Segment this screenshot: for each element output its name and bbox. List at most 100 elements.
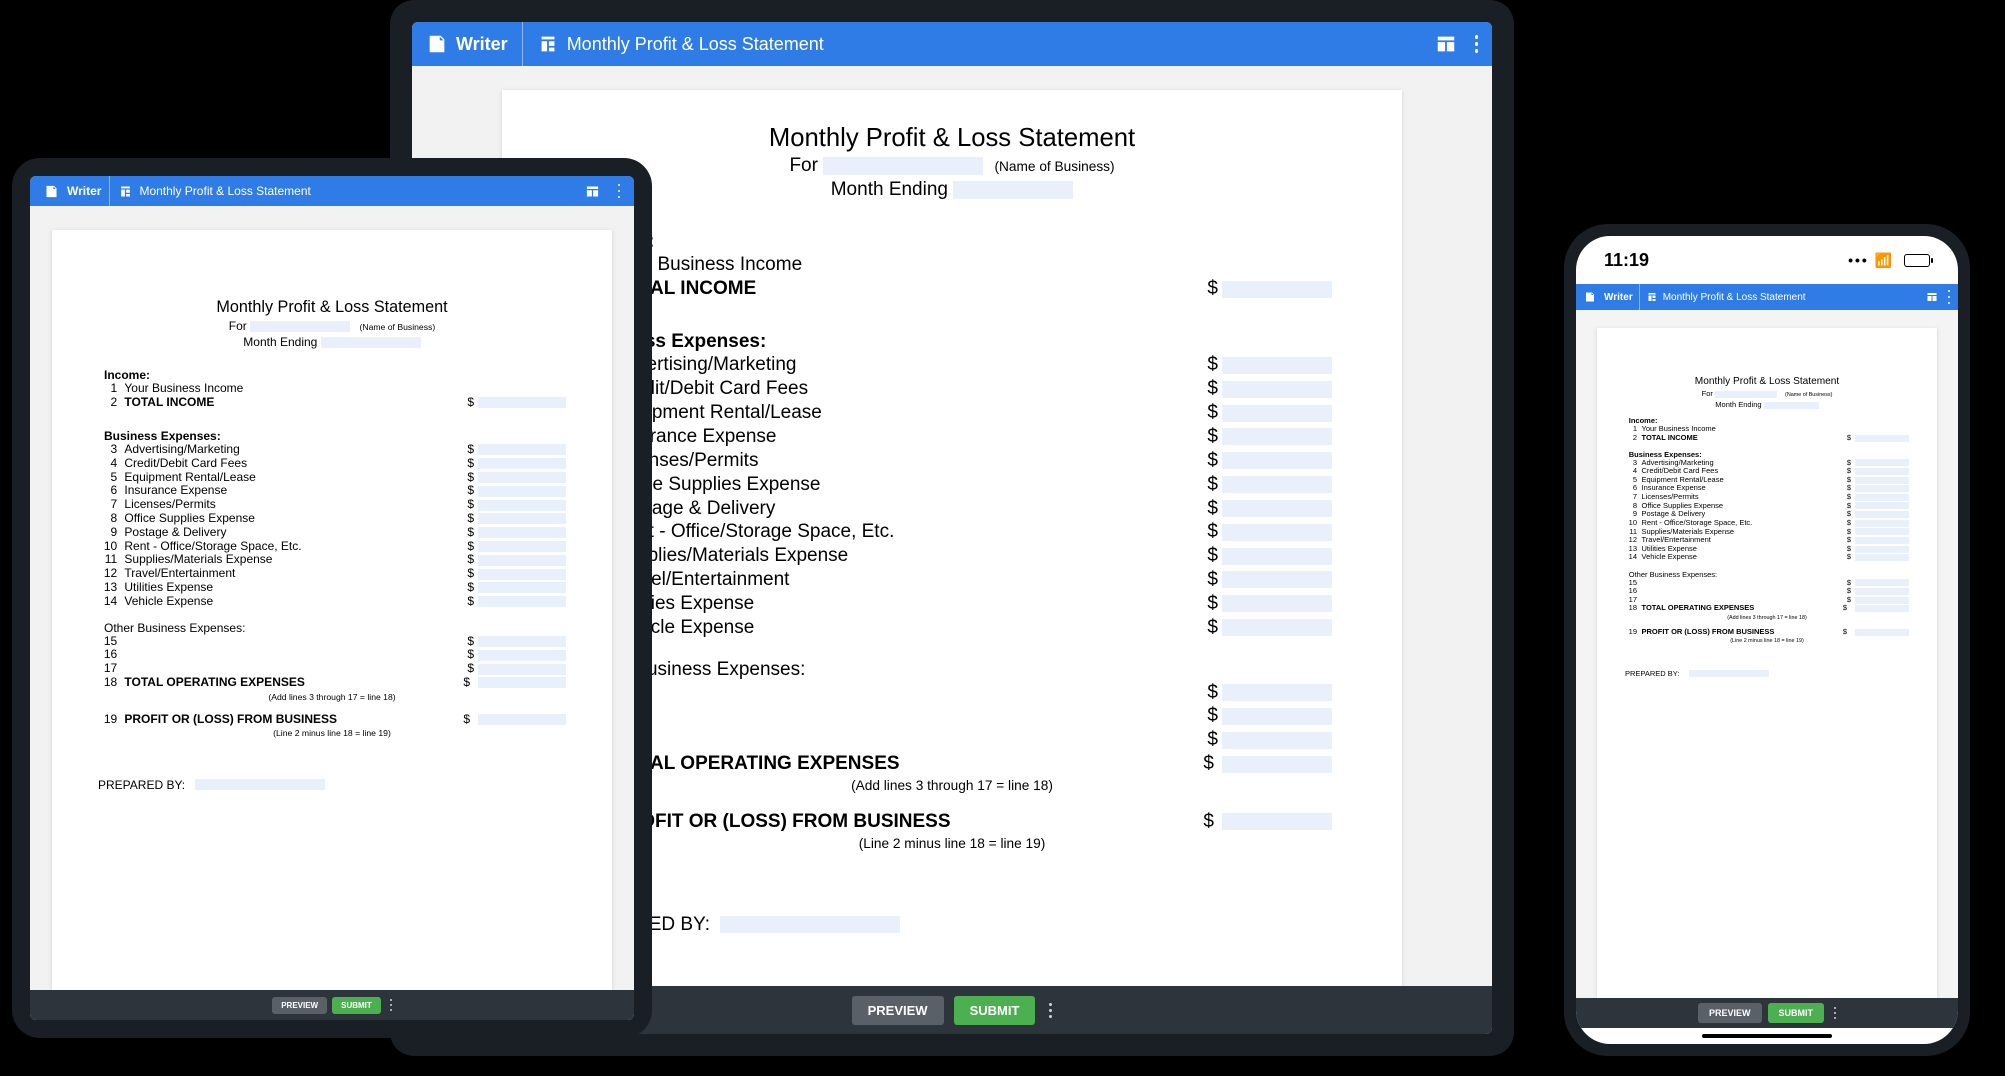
line-label: Your Business Income <box>614 254 1332 276</box>
amount-field[interactable] <box>1855 546 1909 553</box>
amount-field[interactable] <box>1855 520 1909 527</box>
business-name-field[interactable] <box>1715 391 1777 398</box>
month-ending-field[interactable] <box>1764 402 1819 409</box>
amount-field[interactable] <box>478 582 566 593</box>
amount-field[interactable] <box>1855 597 1909 604</box>
amount-field[interactable] <box>1855 528 1909 535</box>
amount-field[interactable] <box>478 527 566 538</box>
amount-field[interactable] <box>478 513 566 524</box>
more-menu-icon[interactable] <box>1948 290 1951 305</box>
more-menu-icon[interactable] <box>1475 35 1479 53</box>
currency-symbol: $ <box>1840 628 1848 637</box>
amount-field[interactable] <box>478 541 566 552</box>
amount-field[interactable] <box>1222 405 1332 422</box>
line-number: 18 <box>1625 604 1642 613</box>
amount-field[interactable] <box>1222 619 1332 636</box>
amount-field[interactable] <box>1855 605 1909 612</box>
amount-field[interactable] <box>1855 435 1909 442</box>
business-name-field[interactable] <box>823 157 983 175</box>
amount-field[interactable] <box>1222 548 1332 565</box>
prepared-by-field[interactable] <box>1689 670 1769 677</box>
amount-field[interactable] <box>1222 281 1332 298</box>
amount-field[interactable] <box>1222 732 1332 749</box>
amount-field[interactable] <box>1855 629 1909 636</box>
currency-symbol: $ <box>462 484 474 498</box>
amount-field[interactable] <box>1222 524 1332 541</box>
amount-field[interactable] <box>1222 452 1332 469</box>
amount-field[interactable] <box>1855 502 1909 509</box>
amount-field[interactable] <box>478 714 566 725</box>
amount-field[interactable] <box>478 500 566 511</box>
line-number: 13 <box>98 581 124 595</box>
amount-field[interactable] <box>1855 485 1909 492</box>
more-menu-icon[interactable] <box>618 184 621 199</box>
line-label: Office Supplies Expense <box>124 512 462 526</box>
prepared-by-field[interactable] <box>720 916 900 933</box>
currency-symbol: $ <box>462 567 474 581</box>
preview-button[interactable]: PREVIEW <box>272 997 327 1014</box>
income-section: Income: 1Your Business Income2TOTAL INCO… <box>572 231 1332 301</box>
submit-button[interactable]: SUBMIT <box>954 996 1036 1025</box>
expenses-section: Business Expenses: 3Advertising/Marketin… <box>572 331 1332 639</box>
line-label: Office Supplies Expense <box>614 474 1199 496</box>
layout-icon[interactable] <box>1435 33 1457 55</box>
month-ending-field[interactable] <box>953 181 1073 199</box>
amount-field[interactable] <box>478 569 566 580</box>
preview-button[interactable]: PREVIEW <box>1698 1003 1762 1023</box>
currency-symbol: $ <box>1199 593 1218 615</box>
app-brand: Writer <box>67 184 101 198</box>
line-row: 1Your Business Income <box>98 382 566 396</box>
layout-icon[interactable] <box>585 184 600 199</box>
business-name-field[interactable] <box>250 321 350 332</box>
amount-field[interactable] <box>478 458 566 469</box>
layout-icon[interactable] <box>1926 291 1938 303</box>
amount-field[interactable] <box>478 677 566 688</box>
amount-field[interactable] <box>478 636 566 647</box>
preview-button[interactable]: PREVIEW <box>852 996 944 1025</box>
amount-field[interactable] <box>1222 381 1332 398</box>
toolbar-more-icon[interactable] <box>390 999 392 1011</box>
amount-field[interactable] <box>478 472 566 483</box>
amount-field[interactable] <box>1855 494 1909 501</box>
line-row: 7Licenses/Permits$ <box>98 498 566 512</box>
line-label: Vehicle Expense <box>1642 553 1844 562</box>
submit-button[interactable]: SUBMIT <box>1768 1003 1825 1023</box>
amount-field[interactable] <box>478 664 566 675</box>
amount-field[interactable] <box>1855 579 1909 586</box>
amount-field[interactable] <box>1222 571 1332 588</box>
toolbar-more-icon[interactable] <box>1834 1007 1836 1019</box>
submit-button[interactable]: SUBMIT <box>332 997 381 1014</box>
amount-field[interactable] <box>478 555 566 566</box>
amount-field[interactable] <box>1222 595 1332 612</box>
amount-field[interactable] <box>1222 756 1332 773</box>
amount-field[interactable] <box>1222 500 1332 517</box>
amount-field[interactable] <box>1222 428 1332 445</box>
amount-field[interactable] <box>1855 554 1909 561</box>
currency-symbol: $ <box>462 457 474 471</box>
amount-field[interactable] <box>1222 684 1332 701</box>
amount-field[interactable] <box>1855 588 1909 595</box>
amount-field[interactable] <box>1855 511 1909 518</box>
prepared-by-field[interactable] <box>195 779 325 790</box>
amount-field[interactable] <box>1222 708 1332 725</box>
amount-field[interactable] <box>1222 357 1332 374</box>
month-ending-field[interactable] <box>321 337 421 348</box>
amount-field[interactable] <box>478 444 566 455</box>
amount-field[interactable] <box>478 486 566 497</box>
amount-field[interactable] <box>1855 468 1909 475</box>
line-number: 18 <box>98 676 124 690</box>
amount-field[interactable] <box>1855 537 1909 544</box>
amount-field[interactable] <box>1855 477 1909 484</box>
writer-app-icon <box>1584 291 1596 303</box>
amount-field[interactable] <box>1855 459 1909 466</box>
amount-field[interactable] <box>478 650 566 661</box>
amount-field[interactable] <box>1222 476 1332 493</box>
toolbar-more-icon[interactable] <box>1049 1003 1052 1018</box>
amount-field[interactable] <box>1222 813 1332 830</box>
line-label: Vehicle Expense <box>124 595 462 609</box>
phone-status-bar: 11:19 ••• 📶 <box>1576 236 1958 284</box>
line-row: 5Equipment Rental/Lease$ <box>98 471 566 485</box>
for-line: For (Name of Business) <box>572 155 1332 177</box>
amount-field[interactable] <box>478 397 566 408</box>
amount-field[interactable] <box>478 596 566 607</box>
